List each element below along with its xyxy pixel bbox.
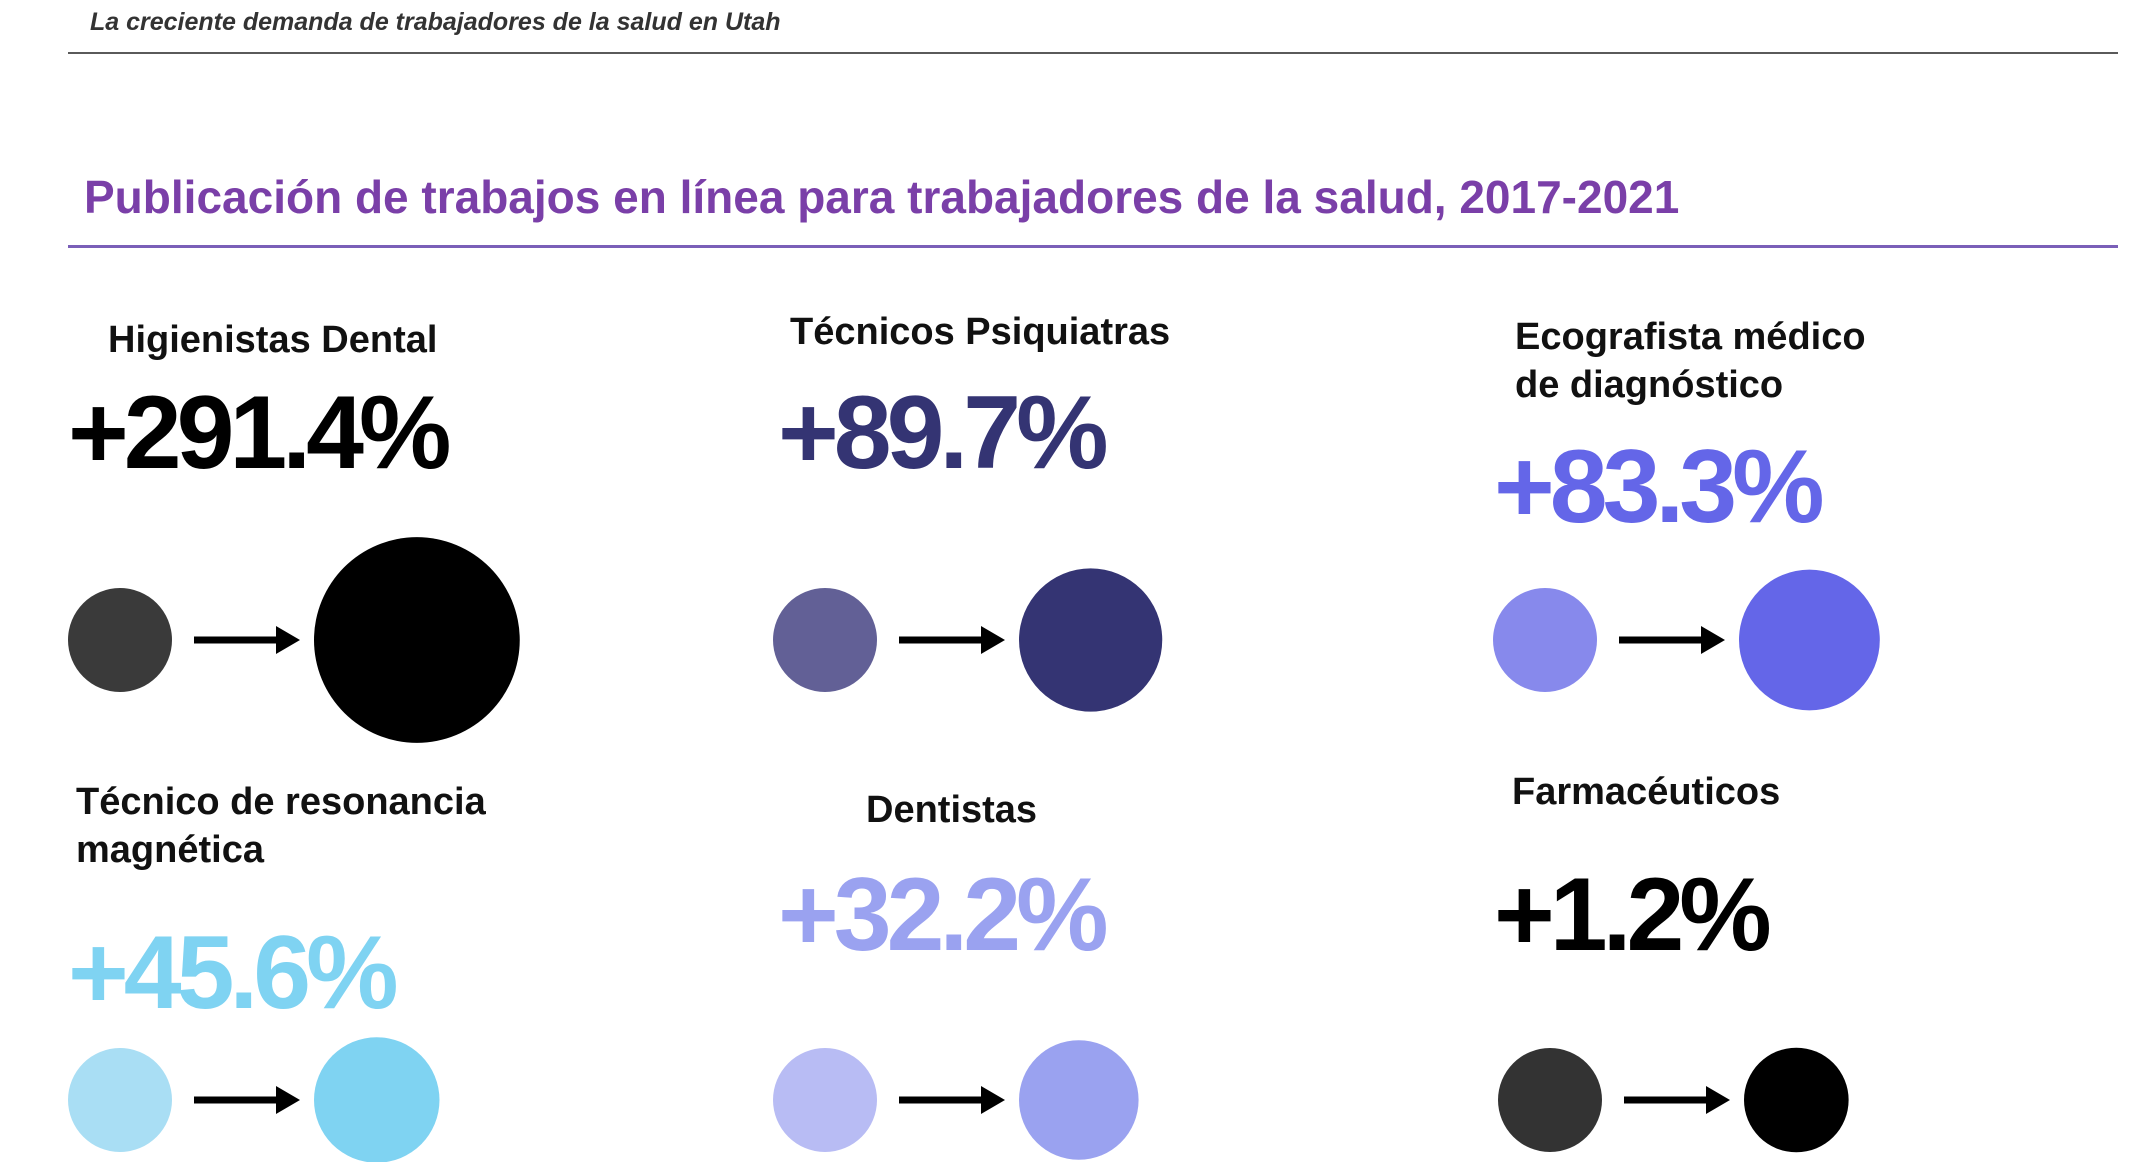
bubble-2021-item-3 (314, 1037, 440, 1162)
arrow-head-item-1 (981, 626, 1005, 654)
report-subtitle: La creciente demanda de trabajadores de … (90, 8, 781, 36)
pct-farmaceuticos: +1.2% (1494, 857, 1772, 973)
label-dentistas: Dentistas (866, 789, 1038, 831)
pct-tecnicos-psiquiatras: +89.7% (778, 375, 1109, 491)
arrow-head-item-0 (276, 626, 300, 654)
bubble-2017-item-2 (1493, 588, 1597, 692)
label-ecografista: Ecografista médico de diagnóstico (1515, 316, 1866, 406)
pct-higienistas-dental: +291.4% (68, 375, 451, 491)
bubble-2017-item-5 (1498, 1048, 1602, 1152)
label-tecnicos-psiquiatras: Técnicos Psiquiatras (790, 311, 1171, 353)
bubble-2021-item-2 (1739, 569, 1880, 711)
arrow-head-item-5 (1706, 1086, 1730, 1114)
label-higienistas-dental: Higienistas Dental (108, 319, 438, 361)
bubble-2021-item-5 (1744, 1047, 1849, 1153)
bubble-2017-item-4 (773, 1048, 877, 1152)
bubble-2021-item-1 (1019, 568, 1163, 712)
arrow-head-item-4 (981, 1086, 1005, 1114)
title-divider (68, 245, 2118, 248)
bubble-2017-item-0 (68, 588, 172, 692)
label-farmaceuticos: Farmacéuticos (1512, 771, 1781, 813)
arrow-head-item-3 (276, 1086, 300, 1114)
pct-tecnico-resonancia: +45.6% (68, 915, 399, 1031)
pct-dentistas: +32.2% (778, 857, 1109, 973)
bubble-2021-item-4 (1019, 1040, 1139, 1160)
bubble-2021-item-0 (314, 537, 520, 743)
chart-title: Publicación de trabajos en línea para tr… (84, 171, 1680, 223)
bubble-2017-item-1 (773, 588, 877, 692)
label-tecnico-resonancia: Técnico de resonancia magnética (76, 781, 486, 871)
pct-ecografista: +83.3% (1494, 429, 1825, 545)
bubble-2017-item-3 (68, 1048, 172, 1152)
header-divider (68, 52, 2118, 54)
arrow-head-item-2 (1701, 626, 1725, 654)
